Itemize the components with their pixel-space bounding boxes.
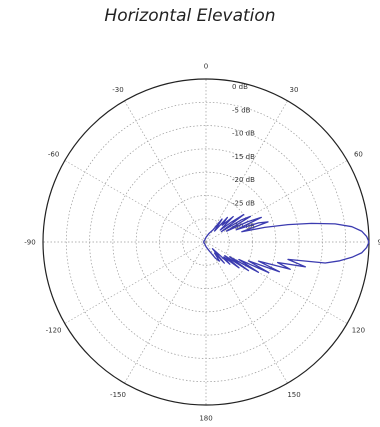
angle-tick-label: 90 — [378, 239, 380, 247]
grid-spoke — [124, 100, 207, 243]
radial-tick-label: -5 dB — [232, 106, 251, 114]
angle-tick-label: -30 — [112, 86, 123, 94]
angle-tick-label: -120 — [46, 327, 62, 335]
angle-tick-label: 30 — [290, 86, 299, 94]
grid-spoke — [124, 241, 207, 384]
angle-tick-label: 150 — [287, 391, 300, 399]
grid-spoke — [205, 100, 288, 243]
grid-spoke — [64, 160, 207, 243]
angle-tick-label: 120 — [352, 327, 365, 335]
angle-tick-label: 60 — [354, 151, 363, 159]
grid-spoke — [205, 241, 348, 324]
grid-spoke — [205, 241, 288, 384]
pattern-trace — [203, 213, 370, 274]
angle-tick-label: -150 — [110, 391, 126, 399]
grid-spoke — [64, 241, 207, 324]
grid-spoke — [205, 160, 348, 243]
angle-tick-label: 0 — [204, 63, 208, 71]
grid-ring — [112, 148, 300, 336]
radial-tick-label: -25 dB — [232, 199, 255, 207]
radial-tick-label: -20 dB — [232, 176, 255, 184]
grid-ring — [135, 171, 277, 313]
radial-tick-label: -10 dB — [232, 130, 255, 138]
angle-tick-label: -90 — [24, 239, 35, 247]
radial-tick-label: -15 dB — [232, 153, 255, 161]
angle-tick-label: 180 — [199, 415, 212, 423]
grid-ring — [65, 101, 347, 383]
angle-tick-label: -60 — [48, 151, 59, 159]
grid-ring — [182, 218, 230, 266]
radial-tick-label: 0 dB — [232, 83, 248, 91]
chart-title: Horizontal Elevation — [104, 6, 276, 26]
